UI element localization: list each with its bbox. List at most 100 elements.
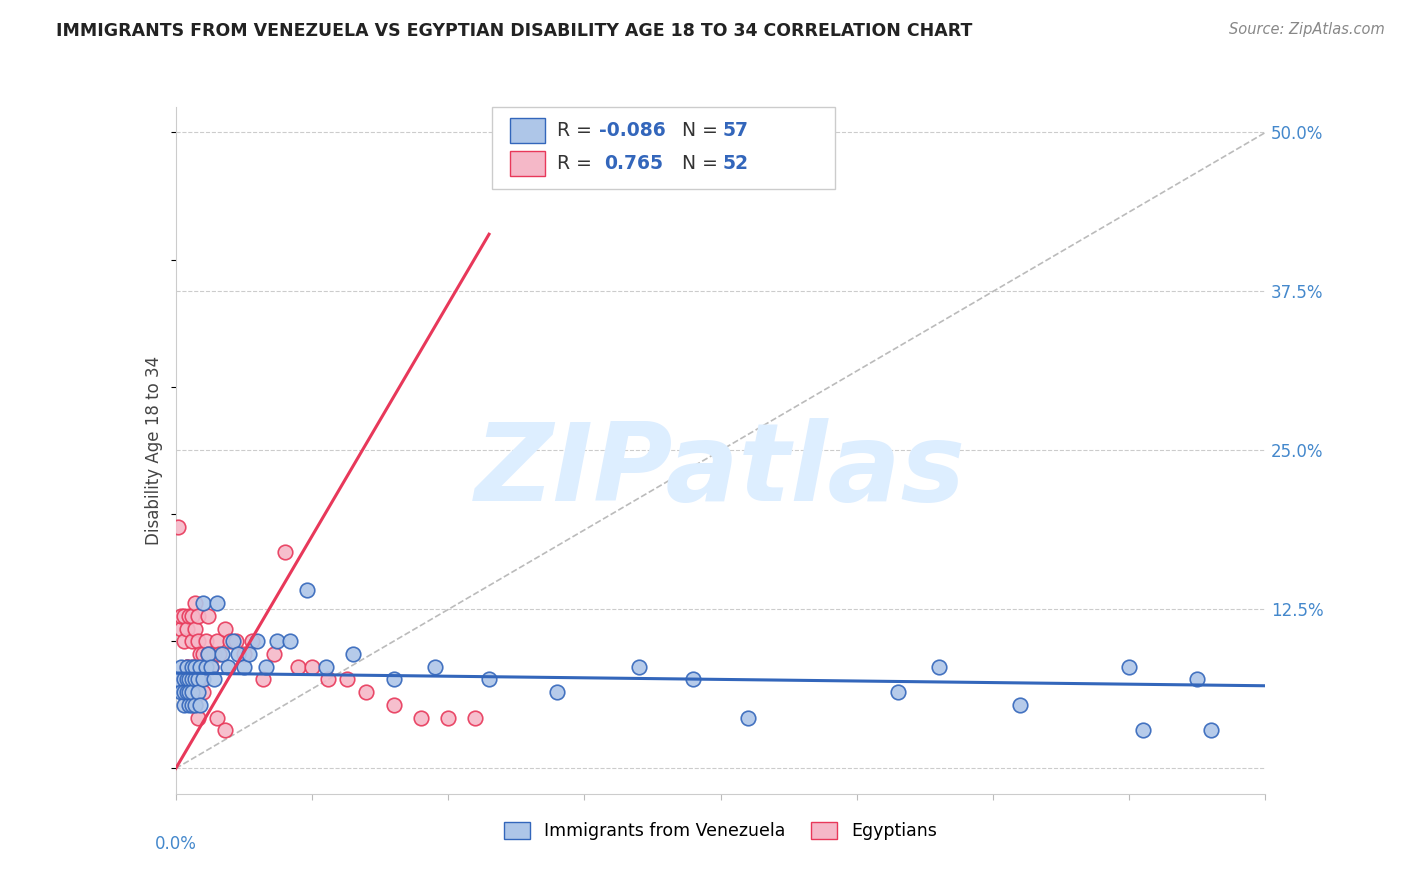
Point — [301, 659, 323, 673]
Point — [191, 596, 214, 610]
Point — [232, 659, 254, 673]
Point — [173, 685, 195, 699]
Point — [217, 659, 239, 673]
Point — [181, 608, 204, 623]
Point — [188, 647, 211, 661]
Point — [179, 698, 201, 712]
Point — [179, 608, 201, 623]
Point — [176, 673, 198, 687]
Point — [295, 583, 318, 598]
Point — [191, 673, 214, 687]
Point — [184, 622, 207, 636]
Text: 52: 52 — [723, 153, 749, 173]
Point — [214, 723, 236, 738]
Point — [170, 622, 193, 636]
Point — [184, 698, 207, 712]
Point — [318, 673, 340, 687]
Point — [176, 659, 198, 673]
Point — [179, 685, 201, 699]
Point — [186, 673, 209, 687]
Point — [179, 673, 201, 687]
Point — [179, 673, 201, 687]
Bar — [510, 118, 546, 143]
Point — [228, 647, 250, 661]
Point — [263, 647, 285, 661]
Legend: Immigrants from Venezuela, Egyptians: Immigrants from Venezuela, Egyptians — [498, 815, 943, 847]
Point — [184, 659, 207, 673]
Point — [886, 685, 908, 699]
Point — [1010, 698, 1032, 712]
Point — [222, 634, 245, 648]
Point — [181, 659, 204, 673]
Point — [170, 608, 193, 623]
Point — [167, 673, 190, 687]
Point — [266, 634, 288, 648]
Point — [202, 647, 225, 661]
Point — [208, 647, 231, 661]
Point — [278, 634, 301, 648]
Point — [342, 647, 364, 661]
Point — [205, 596, 228, 610]
Text: IMMIGRANTS FROM VENEZUELA VS EGYPTIAN DISABILITY AGE 18 TO 34 CORRELATION CHART: IMMIGRANTS FROM VENEZUELA VS EGYPTIAN DI… — [56, 22, 973, 40]
Point — [176, 659, 198, 673]
Point — [181, 659, 204, 673]
Point — [478, 673, 501, 687]
Point — [682, 673, 704, 687]
Point — [170, 659, 193, 673]
Point — [211, 647, 233, 661]
Point — [197, 608, 219, 623]
Point — [437, 710, 460, 724]
Text: N =: N = — [682, 153, 724, 173]
Point — [176, 622, 198, 636]
Point — [184, 698, 207, 712]
Point — [214, 622, 236, 636]
Point — [356, 685, 378, 699]
Point — [1132, 723, 1154, 738]
Point — [181, 698, 204, 712]
Text: Source: ZipAtlas.com: Source: ZipAtlas.com — [1229, 22, 1385, 37]
Point — [287, 659, 309, 673]
Point — [382, 673, 405, 687]
Point — [167, 520, 190, 534]
Y-axis label: Disability Age 18 to 34: Disability Age 18 to 34 — [145, 356, 163, 545]
Text: R =: R = — [557, 153, 605, 173]
Point — [181, 673, 204, 687]
Point — [737, 710, 759, 724]
Point — [173, 698, 195, 712]
Point — [382, 698, 405, 712]
Point — [188, 673, 211, 687]
Point — [246, 634, 269, 648]
Point — [252, 673, 274, 687]
Point — [205, 710, 228, 724]
Point — [1118, 659, 1140, 673]
Point — [423, 659, 446, 673]
Point — [181, 673, 204, 687]
Point — [254, 659, 277, 673]
Point — [186, 608, 209, 623]
Point — [186, 634, 209, 648]
Point — [197, 647, 219, 661]
Text: ZIPatlas: ZIPatlas — [475, 418, 966, 524]
Point — [186, 710, 209, 724]
Point — [205, 634, 228, 648]
Point — [274, 545, 297, 559]
Point — [225, 634, 247, 648]
Point — [184, 596, 207, 610]
Point — [181, 685, 204, 699]
Point — [188, 659, 211, 673]
Point — [176, 659, 198, 673]
Point — [181, 634, 204, 648]
Point — [1187, 673, 1209, 687]
Point — [315, 659, 337, 673]
Point — [464, 710, 486, 724]
Point — [219, 634, 242, 648]
Point — [179, 685, 201, 699]
Point — [194, 659, 217, 673]
Point — [1199, 723, 1222, 738]
Point — [191, 647, 214, 661]
Text: R =: R = — [557, 121, 598, 140]
Point — [188, 698, 211, 712]
Point — [173, 673, 195, 687]
Point — [186, 685, 209, 699]
FancyBboxPatch shape — [492, 107, 835, 189]
